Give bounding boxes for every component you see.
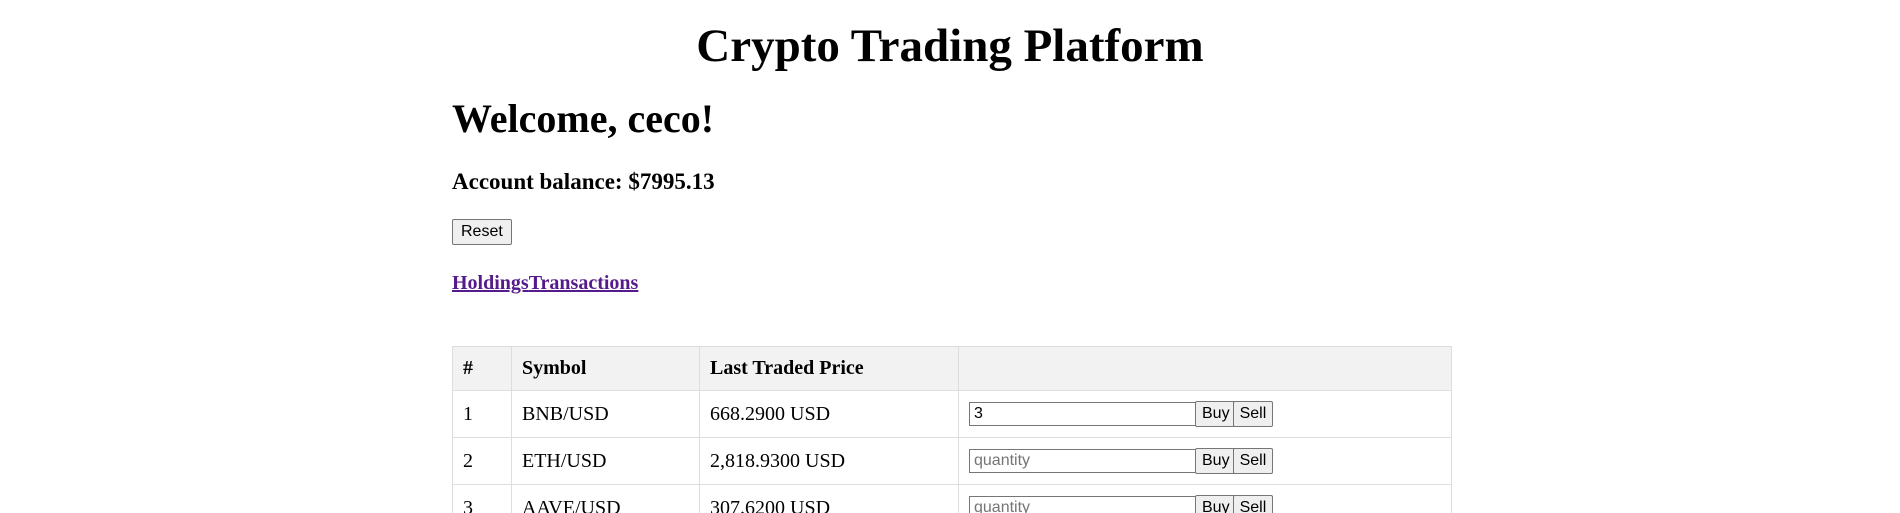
column-header-price: Last Traded Price: [699, 346, 959, 391]
market-table: # Symbol Last Traded Price 1 BNB/USD 668…: [452, 346, 1452, 513]
quantity-input[interactable]: [969, 496, 1199, 513]
sell-button[interactable]: Sell: [1232, 495, 1274, 513]
page-title: Crypto Trading Platform: [696, 20, 1204, 72]
row-price: 668.2900 USD: [699, 390, 959, 438]
tab-holdings[interactable]: Holdings: [452, 272, 529, 294]
column-header-symbol: Symbol: [511, 346, 700, 391]
account-balance: Account balance: $7995.13: [452, 169, 715, 194]
row-symbol: ETH/USD: [511, 437, 700, 485]
row-price: 307.6200 USD: [699, 484, 959, 513]
row-price: 2,818.9300 USD: [699, 437, 959, 485]
row-index: 2: [452, 437, 512, 485]
row-index: 3: [452, 484, 512, 513]
reset-button[interactable]: Reset: [452, 219, 512, 245]
table-header-row: # Symbol Last Traded Price: [452, 346, 1452, 391]
quantity-input[interactable]: [969, 449, 1199, 473]
buy-button[interactable]: Buy: [1195, 401, 1237, 427]
sell-button[interactable]: Sell: [1232, 448, 1274, 474]
row-index: 1: [452, 390, 512, 438]
quantity-input[interactable]: [969, 402, 1199, 426]
buy-button[interactable]: Buy: [1195, 448, 1237, 474]
row-symbol: BNB/USD: [511, 390, 700, 438]
column-header-index: #: [452, 346, 512, 391]
welcome-heading: Welcome, ceco!: [452, 96, 715, 141]
tab-links: HoldingsTransactions: [452, 271, 638, 295]
tab-transactions[interactable]: Transactions: [528, 272, 639, 294]
row-symbol: AAVE/USD: [511, 484, 700, 513]
sell-button[interactable]: Sell: [1232, 401, 1274, 427]
column-header-actions: [958, 346, 1452, 391]
buy-button[interactable]: Buy: [1195, 495, 1237, 513]
